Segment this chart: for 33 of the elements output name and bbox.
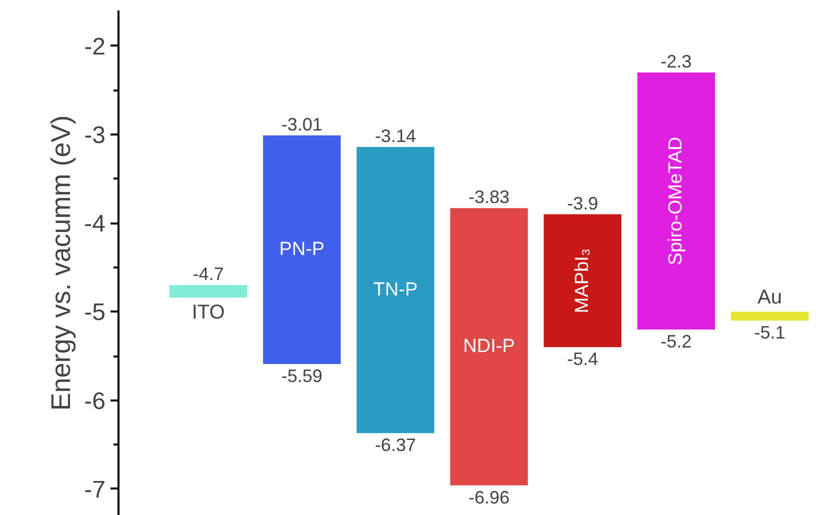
annotation: -2.3 [660, 52, 692, 72]
bar [730, 312, 809, 321]
annotation: -5.2 [660, 331, 692, 352]
annotation: -3.14 [374, 126, 416, 146]
x-tick-label: ITO [192, 302, 225, 324]
x-tick-label: MAPbI₃ [572, 248, 594, 314]
y-tick-label: -2 [84, 33, 106, 60]
bar [169, 285, 248, 298]
bar [637, 72, 715, 330]
annotation: -3.01 [281, 114, 322, 134]
bar [263, 135, 341, 364]
x-tick-label: Spiro-OMeTAD [666, 136, 687, 266]
annotation: -6.37 [374, 435, 416, 456]
annotation: -6.96 [468, 487, 510, 508]
y-tick-label: -3 [84, 122, 106, 150]
annotation: -3.9 [567, 193, 598, 214]
x-tick-label: NDI-P [463, 336, 515, 358]
y-tick-label: -6 [84, 388, 106, 415]
bar [356, 146, 434, 434]
x-tick-label: PN-P [279, 239, 325, 260]
x-tick-label: Au [757, 286, 782, 309]
annotation: -3.83 [468, 187, 510, 208]
bar [450, 208, 528, 486]
y-tick-label: -5 [84, 299, 106, 326]
annotation: -5.1 [754, 322, 786, 343]
annotation: -4.7 [192, 264, 224, 284]
y-tick-label: -7 [84, 476, 106, 504]
y-axis-title: Energy vs. vacumm (eV) [46, 115, 76, 411]
x-tick-label: TN-P [373, 280, 418, 301]
annotation: -5.4 [567, 349, 598, 370]
annotation: -5.59 [281, 366, 322, 386]
bar [544, 214, 622, 348]
y-tick-label: -4 [84, 210, 106, 238]
